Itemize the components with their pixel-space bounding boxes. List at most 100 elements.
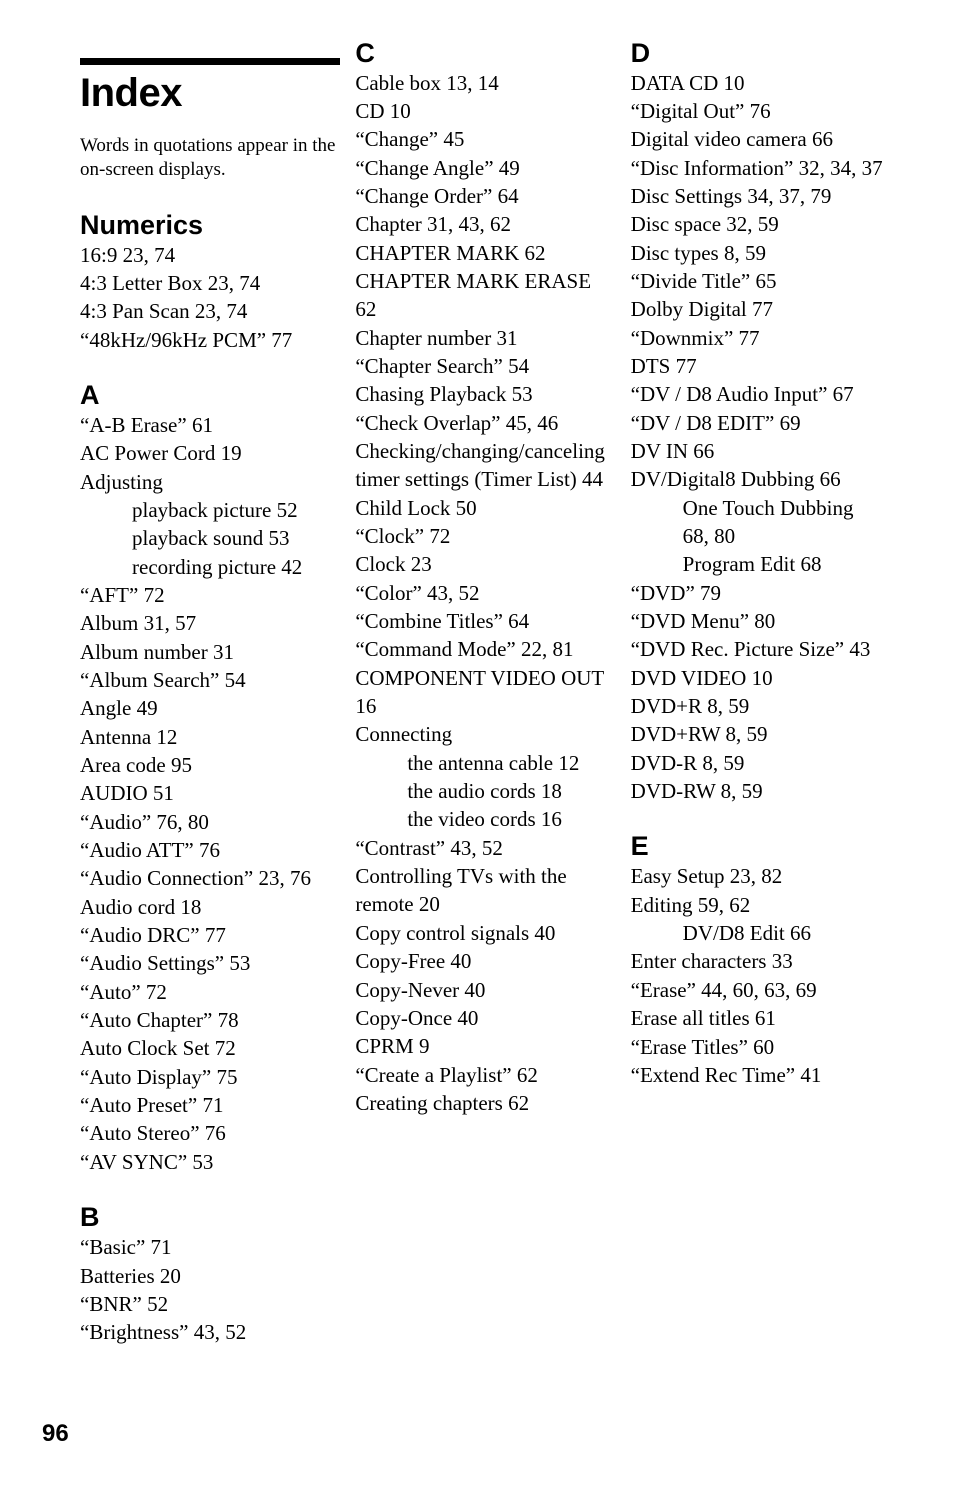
index-entry: 4:3 Letter Box 23, 74 [80,269,333,297]
index-entry: CPRM 9 [355,1032,608,1060]
index-entry: “Command Mode” 22, 81 [355,635,608,663]
page-number: 96 [42,1420,69,1448]
index-entry: DATA CD 10 [631,69,884,97]
index-subentry: Program Edit 68 [631,550,884,578]
index-entry: “Change” 45 [355,125,608,153]
section-heading-a: A [80,380,333,411]
index-entry: Angle 49 [80,694,333,722]
index-subentry: the video cords 16 [355,805,608,833]
title-rule [80,58,340,65]
index-subentry: One Touch Dubbing 68, 80 [631,494,884,551]
index-entry: “Digital Out” 76 [631,97,884,125]
index-entry: Album number 31 [80,638,333,666]
index-entry: Copy control signals 40 [355,919,608,947]
index-entry: Antenna 12 [80,723,333,751]
index-entry: “AV SYNC” 53 [80,1148,333,1176]
index-entry: Digital video camera 66 [631,125,884,153]
index-entry: “Change Angle” 49 [355,154,608,182]
index-entry: “Album Search” 54 [80,666,333,694]
index-entry: Chapter number 31 [355,324,608,352]
index-entry: DVD-RW 8, 59 [631,777,884,805]
index-entry: “Erase” 44, 60, 63, 69 [631,976,884,1004]
index-entry: DVD VIDEO 10 [631,664,884,692]
index-entry: Cable box 13, 14 [355,69,608,97]
index-entry: “DVD” 79 [631,579,884,607]
index-entry: “Create a Playlist” 62 [355,1061,608,1089]
index-entry: DVD+RW 8, 59 [631,720,884,748]
index-entry: “Divide Title” 65 [631,267,884,295]
index-entry: Dolby Digital 77 [631,295,884,323]
index-entry: DTS 77 [631,352,884,380]
section-heading-numerics: Numerics [80,210,333,241]
index-entry: DVD-R 8, 59 [631,749,884,777]
index-entry: “DV / D8 Audio Input” 67 [631,380,884,408]
index-entry: “Audio Settings” 53 [80,949,333,977]
index-entry: Enter characters 33 [631,947,884,975]
index-entry: “Auto Chapter” 78 [80,1006,333,1034]
index-subentry: the antenna cable 12 [355,749,608,777]
index-entry: “DVD Rec. Picture Size” 43 [631,635,884,663]
index-entry: “Color” 43, 52 [355,579,608,607]
index-subentry: playback picture 52 [80,496,333,524]
index-entry: AC Power Cord 19 [80,439,333,467]
index-columns: Numerics 16:9 23, 74 4:3 Letter Box 23, … [80,210,884,1347]
index-entry: Easy Setup 23, 82 [631,862,884,890]
index-subentry: playback sound 53 [80,524,333,552]
index-entry: “Clock” 72 [355,522,608,550]
index-subentry: DV/D8 Edit 66 [631,919,884,947]
index-entry: Auto Clock Set 72 [80,1034,333,1062]
index-subentry: recording picture 42 [80,553,333,581]
index-entry: Child Lock 50 [355,494,608,522]
index-entry: “Auto Preset” 71 [80,1091,333,1119]
index-entry: Controlling TVs with the remote 20 [355,862,608,919]
index-entry: CHAPTER MARK 62 [355,239,608,267]
section-heading-e: E [631,831,884,862]
index-entry: CHAPTER MARK ERASE 62 [355,267,608,324]
index-entry: “AFT” 72 [80,581,333,609]
index-entry: Editing 59, 62 [631,891,884,919]
index-entry: Disc space 32, 59 [631,210,884,238]
index-entry: 16:9 23, 74 [80,241,333,269]
index-entry: COMPONENT VIDEO OUT 16 [355,664,608,721]
index-entry: DV IN 66 [631,437,884,465]
index-entry: Checking/changing/canceling timer settin… [355,437,608,494]
index-entry: “Combine Titles” 64 [355,607,608,635]
index-entry: Chapter 31, 43, 62 [355,210,608,238]
index-entry: Clock 23 [355,550,608,578]
index-entry: “Chapter Search” 54 [355,352,608,380]
index-entry: Batteries 20 [80,1262,333,1290]
section-heading-d: D [631,38,884,69]
index-entry: “48kHz/96kHz PCM” 77 [80,326,333,354]
intro-text: Words in quotations appear in the on-scr… [80,134,340,182]
index-entry: DVD+R 8, 59 [631,692,884,720]
index-entry: “DVD Menu” 80 [631,607,884,635]
index-entry: “Brightness” 43, 52 [80,1318,333,1346]
column-1: Numerics 16:9 23, 74 4:3 Letter Box 23, … [80,210,333,1347]
index-entry: Copy-Never 40 [355,976,608,1004]
index-entry: Creating chapters 62 [355,1089,608,1117]
column-2: C Cable box 13, 14 CD 10 “Change” 45 “Ch… [355,38,608,1347]
index-entry: “A-B Erase” 61 [80,411,333,439]
index-entry: “DV / D8 EDIT” 69 [631,409,884,437]
index-entry: Disc Settings 34, 37, 79 [631,182,884,210]
index-entry: Copy-Free 40 [355,947,608,975]
index-entry: Erase all titles 61 [631,1004,884,1032]
index-entry: “Auto Stereo” 76 [80,1119,333,1147]
index-entry: “Audio DRC” 77 [80,921,333,949]
index-entry: “Audio Connection” 23, 76 [80,864,333,892]
index-entry: “Contrast” 43, 52 [355,834,608,862]
index-entry: “Basic” 71 [80,1233,333,1261]
index-entry: Adjusting [80,468,333,496]
index-entry: “BNR” 52 [80,1290,333,1318]
index-entry: “Auto” 72 [80,978,333,1006]
index-entry: “Audio” 76, 80 [80,808,333,836]
index-entry: Connecting [355,720,608,748]
column-3: D DATA CD 10 “Digital Out” 76 Digital vi… [631,38,884,1347]
index-entry: “Erase Titles” 60 [631,1033,884,1061]
index-entry: AUDIO 51 [80,779,333,807]
section-heading-b: B [80,1202,333,1233]
index-entry: 4:3 Pan Scan 23, 74 [80,297,333,325]
index-entry: Copy-Once 40 [355,1004,608,1032]
index-entry: “Auto Display” 75 [80,1063,333,1091]
index-subentry: the audio cords 18 [355,777,608,805]
